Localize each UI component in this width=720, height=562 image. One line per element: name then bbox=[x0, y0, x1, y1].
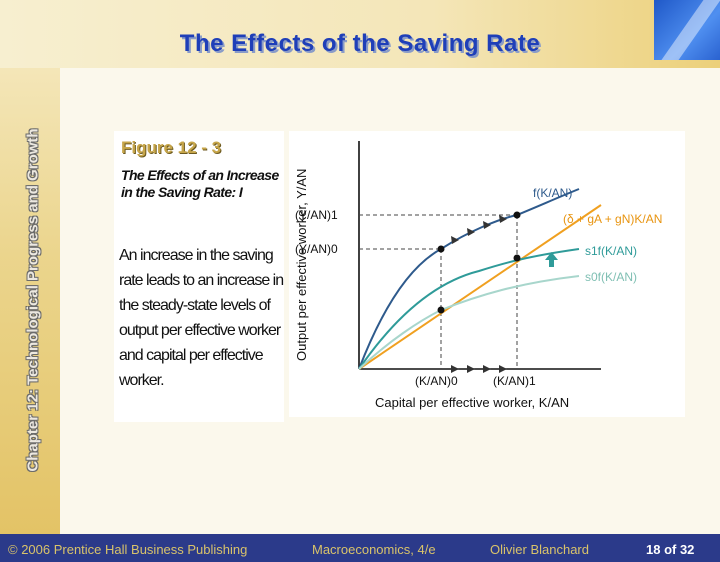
arrow-f-4 bbox=[499, 215, 507, 223]
s1-curve bbox=[358, 248, 580, 370]
s0-curve bbox=[358, 275, 580, 370]
label-f: f(K/AN) bbox=[533, 186, 572, 200]
arrow-x-1 bbox=[451, 365, 459, 373]
y-axis-title: Output per effective worker, Y/AN bbox=[294, 169, 309, 361]
x-tick-0: (K/AN)0 bbox=[415, 374, 458, 388]
point-s1-k1 bbox=[513, 254, 521, 262]
x-tick-1: (K/AN)1 bbox=[493, 374, 536, 388]
figure-label: Figure 12 - 3 bbox=[121, 138, 222, 157]
footer-copyright: © 2006 Prentice Hall Business Publishing bbox=[8, 542, 248, 557]
label-line: (δ + gA + gN)K/AN bbox=[563, 212, 662, 226]
figure-description: An increase in the saving rate leads to … bbox=[119, 247, 284, 389]
point-s0-k0 bbox=[437, 306, 445, 314]
curve-arrows bbox=[451, 215, 507, 244]
figure-text-panel bbox=[114, 131, 284, 422]
chart-svg: f(K/AN) (δ + gA + gN)K/AN s1f(K/AN) s0f(… bbox=[294, 141, 662, 410]
axis-arrows bbox=[451, 365, 507, 373]
chart-panel: f(K/AN) (δ + gA + gN)K/AN s1f(K/AN) s0f(… bbox=[289, 131, 685, 417]
investment-line bbox=[358, 204, 602, 370]
chapter-side-text: Chapter 12: Technological Progress and G… bbox=[24, 128, 42, 472]
label-s0: s0f(K/AN) bbox=[585, 270, 637, 284]
label-s1: s1f(K/AN) bbox=[585, 244, 637, 258]
point-f-k1 bbox=[513, 211, 521, 219]
figure-subtitle: The Effects of an Increase in the Saving… bbox=[121, 167, 279, 200]
f-curve bbox=[358, 188, 580, 370]
y-tick-1: (Y/AN)1 bbox=[295, 208, 338, 222]
point-f-k0 bbox=[437, 245, 445, 253]
arrow-f-2 bbox=[467, 228, 475, 236]
shift-up-arrow bbox=[545, 252, 558, 267]
x-axis-title: Capital per effective worker, K/AN bbox=[375, 395, 569, 410]
corner-decoration bbox=[654, 0, 720, 60]
left-band bbox=[0, 68, 60, 534]
footer: © 2006 Prentice Hall Business Publishing… bbox=[0, 534, 720, 562]
arrow-x-4 bbox=[499, 365, 507, 373]
arrow-x-3 bbox=[483, 365, 491, 373]
slide-title: The Effects of the Saving Rate bbox=[179, 30, 541, 57]
footer-author: Olivier Blanchard bbox=[490, 542, 589, 557]
y-tick-0: (Y/AN)0 bbox=[295, 242, 338, 256]
top-band bbox=[0, 0, 720, 68]
arrow-f-1 bbox=[451, 236, 459, 244]
footer-book: Macroeconomics, 4/e bbox=[312, 542, 436, 557]
arrow-x-2 bbox=[467, 365, 475, 373]
footer-page-number: 18 of 32 bbox=[646, 542, 695, 557]
arrow-f-3 bbox=[483, 221, 491, 229]
